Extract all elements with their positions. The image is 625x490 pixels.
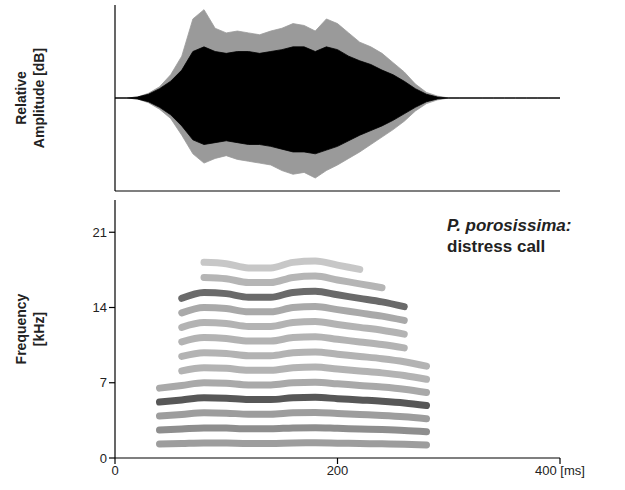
html-text:Frequency: Frequency xyxy=(13,293,29,365)
svg-text:200: 200 xyxy=(327,463,349,478)
svg-text:7: 7 xyxy=(100,375,107,390)
svg-text:0: 0 xyxy=(111,463,118,478)
html-text:Amplitude [dB]: Amplitude [dB] xyxy=(31,47,47,149)
html-text:distress call: distress call xyxy=(447,237,546,256)
html-text:[kHz]: [kHz] xyxy=(31,311,47,347)
svg-text:14: 14 xyxy=(93,300,107,315)
svg-text:21: 21 xyxy=(93,225,107,240)
svg-text:0: 0 xyxy=(100,451,107,466)
svg-text:400 [ms]: 400 [ms] xyxy=(535,463,585,478)
html-text:P. porosissima:: P. porosissima: xyxy=(447,216,572,235)
html-text:Relative: Relative xyxy=(13,71,29,125)
